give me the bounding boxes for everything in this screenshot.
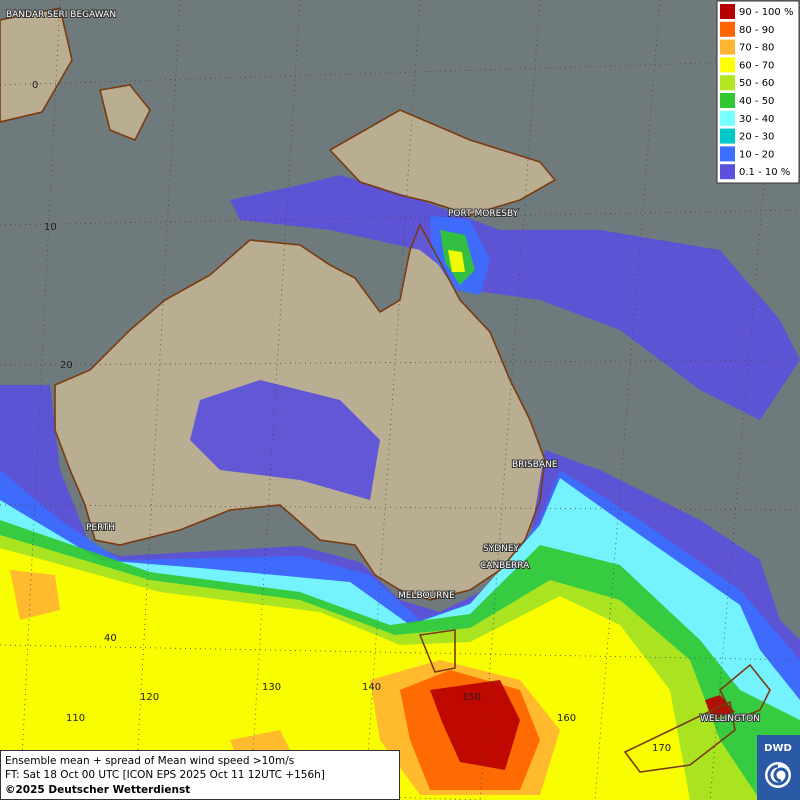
graticule [0,359,800,366]
legend-label: 90 - 100 % [739,7,793,18]
legend-swatch [720,110,735,126]
legend-label: 20 - 30 [739,132,774,143]
city-label: MELBOURNE [398,591,455,601]
grid-label: 40 [104,633,117,644]
logo-icon [767,764,789,786]
footer-line: ©2025 Deutscher Wetterdienst [5,784,190,796]
graticule [0,644,800,661]
legend-swatch [720,4,735,19]
wind-area [448,250,465,272]
graticule [19,0,61,800]
coastline [328,109,557,216]
legend-swatch [720,21,735,37]
coastline [99,84,151,142]
city-label: PORT MORESBY [448,209,519,219]
city-label: WELLINGTON [700,714,760,724]
legend-swatch [720,164,735,180]
logo-text: DWD [764,743,792,754]
city-label: PERTH [86,523,115,533]
legend-label: 10 - 20 [739,149,774,160]
grid-label: 110 [66,713,85,724]
city-label: BANDAR SERI BEGAWAN [6,10,116,20]
graticule [249,0,301,800]
graticule [134,0,181,800]
footer-line: Ensemble mean + spread of Mean wind spee… [5,755,294,767]
graticule [0,209,800,226]
land [0,8,72,122]
legend-label: 40 - 50 [739,96,774,107]
legend-swatch [720,57,735,73]
grid-label: 130 [262,682,281,693]
grid-label: 160 [557,713,576,724]
legend-swatch [720,146,735,162]
grid-label: 0 [32,80,38,91]
graticule [0,59,800,86]
legend-label: 70 - 80 [739,43,774,54]
legend-label: 50 - 60 [739,78,774,89]
footer-line: FT: Sat 18 Oct 00 UTC [ICON EPS 2025 Oct… [5,769,325,781]
legend-label: 60 - 70 [739,60,774,71]
coastline [54,223,546,601]
grid-label: 140 [362,682,381,693]
coastline [719,663,771,722]
city-label: BRISBANE [512,460,558,470]
legend-swatch [720,75,735,91]
land [100,85,150,140]
wind-area [230,175,800,420]
legend-swatch [720,93,735,108]
coastline [0,7,73,123]
legend-label: 0.1 - 10 % [739,167,790,178]
grid-label: 170 [652,743,671,754]
footer-box [0,750,400,800]
legend-swatch [720,39,735,55]
wind-area [190,380,380,500]
graticule [0,504,800,511]
grid-label: 20 [60,360,73,371]
graticule [364,0,421,800]
city-label: SYDNEY [483,544,520,554]
land [330,110,555,215]
grid-label: 120 [140,692,159,703]
wind-area [10,570,60,620]
grid-label: 150 [462,692,481,703]
coastline [418,629,456,673]
coastline [623,700,736,773]
legend-swatch [720,128,735,144]
city-label: CANBERRA [480,561,530,571]
legend-label: 30 - 40 [739,114,774,125]
legend-label: 80 - 90 [739,25,774,36]
grid-label: 10 [44,222,57,233]
wind-area [430,680,520,770]
